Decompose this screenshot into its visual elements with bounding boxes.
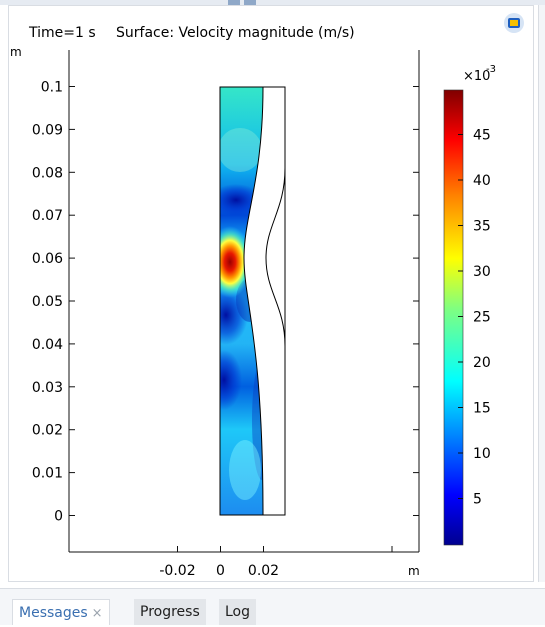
y-tick-label: 0.02 (32, 423, 63, 439)
graphics-toolbar-icon[interactable] (504, 13, 524, 33)
colorbar-tick-label: 5 (473, 492, 482, 508)
y-tick-label: 0.09 (32, 122, 63, 138)
colorbar-tick-label: 10 (473, 446, 491, 462)
x-unit-label: m (408, 564, 420, 578)
colorbar-tick-label: 20 (473, 355, 491, 371)
velocity-plot: Time=1 s Surface: Velocity magnitude (m/… (10, 13, 524, 579)
tab-log[interactable]: Log (219, 599, 257, 625)
y-tick-label: 0.1 (41, 80, 63, 96)
colorbar-multiplier: ×10 (463, 69, 490, 84)
colorbar-tick-label: 30 (473, 264, 491, 280)
tab-messages[interactable]: Messages × (12, 599, 110, 625)
domain-outline (219, 86, 286, 516)
colorbar-tick-label: 40 (473, 173, 491, 189)
x-tick-label: 0 (216, 563, 225, 579)
y-tick-label: 0.07 (32, 208, 63, 224)
time-label: Time=1 s (28, 25, 96, 41)
side-panel-edge (538, 5, 545, 582)
surface-title: Surface: Velocity magnitude (m/s) (116, 25, 355, 41)
velocity-peak-region (220, 226, 252, 298)
close-icon[interactable]: × (91, 606, 103, 621)
window-top-strip (0, 0, 545, 5)
y-tick-label: 0.08 (32, 165, 63, 181)
y-tick-label: 0.01 (32, 466, 63, 482)
x-tick-label: 0.02 (248, 563, 279, 579)
colorbar-tick-label: 35 (473, 219, 491, 235)
y-tick-label: 0.05 (32, 294, 63, 310)
y-tick-label: 0.03 (32, 380, 63, 396)
tab-log-label: Log (225, 604, 251, 620)
tab-progress-label: Progress (140, 604, 200, 620)
x-tick-label: -0.02 (159, 563, 195, 579)
y-tick-label: 0.04 (32, 337, 63, 353)
solid-wall (243, 86, 286, 516)
colorbar-tick-label: 45 (473, 128, 491, 144)
y-tick-label: 0.06 (32, 251, 63, 267)
colorbar-exponent: -3 (486, 64, 496, 75)
colorbar-tick-label: 25 (473, 310, 491, 326)
colorbar (443, 89, 464, 546)
window-handle-left (228, 0, 240, 5)
window-handle-right (244, 0, 256, 5)
colorbar-tick-label: 15 (473, 401, 491, 417)
tab-messages-label: Messages (19, 605, 88, 621)
y-tick-label: 0 (54, 509, 63, 525)
tab-progress[interactable]: Progress (134, 599, 206, 625)
y-unit-label: m (10, 45, 22, 59)
bottom-panel-tabs: Messages × Progress Log (0, 588, 545, 625)
